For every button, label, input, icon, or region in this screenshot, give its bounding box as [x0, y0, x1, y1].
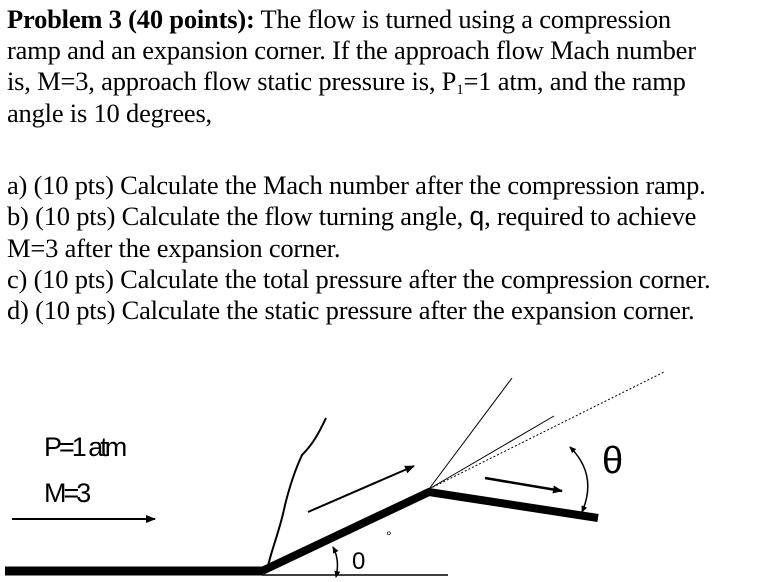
part-b: b) (10 pts) Calculate the flow turning a…: [7, 201, 697, 231]
theta-label: θ: [602, 440, 624, 482]
theta-symbol: q: [469, 201, 485, 231]
expansion-fan-line-1: [428, 377, 513, 490]
part-b-cont: M=3 after the expansion corner.: [7, 233, 341, 263]
ramp-extension-dotted: [428, 371, 665, 490]
degree-mark: °: [386, 528, 391, 544]
problem-line-2: ramp and an expansion corner. If the app…: [7, 35, 696, 65]
ramp-angle-arc: [332, 546, 341, 578]
ramp-surface: [260, 487, 599, 575]
part-c: c) (10 pts) Calculate the total pressure…: [7, 264, 711, 294]
part-d: d) (10 pts) Calculate the static pressur…: [7, 295, 695, 325]
mach-label: M=3: [44, 478, 91, 508]
part-a: a) (10 pts) Calculate the Mach number af…: [7, 170, 706, 200]
ramp-flow-arrow: [307, 465, 415, 513]
theta-arc: [569, 446, 589, 513]
problem-line-4: angle is 10 degrees,: [7, 98, 212, 128]
oblique-shock: [267, 417, 327, 567]
problem-line-3: is, M=3, approach flow static pressure i…: [7, 66, 686, 98]
pressure-label: P=1 atm: [44, 432, 127, 462]
problem-heading: Problem 3 (40 points):: [7, 4, 255, 34]
expansion-fan-line-2: [428, 415, 555, 490]
ramp-angle-label: 0: [352, 548, 365, 575]
expansion-flow-arrow: [484, 476, 563, 494]
problem-line-1: Problem 3 (40 points): The flow is turne…: [7, 4, 671, 34]
